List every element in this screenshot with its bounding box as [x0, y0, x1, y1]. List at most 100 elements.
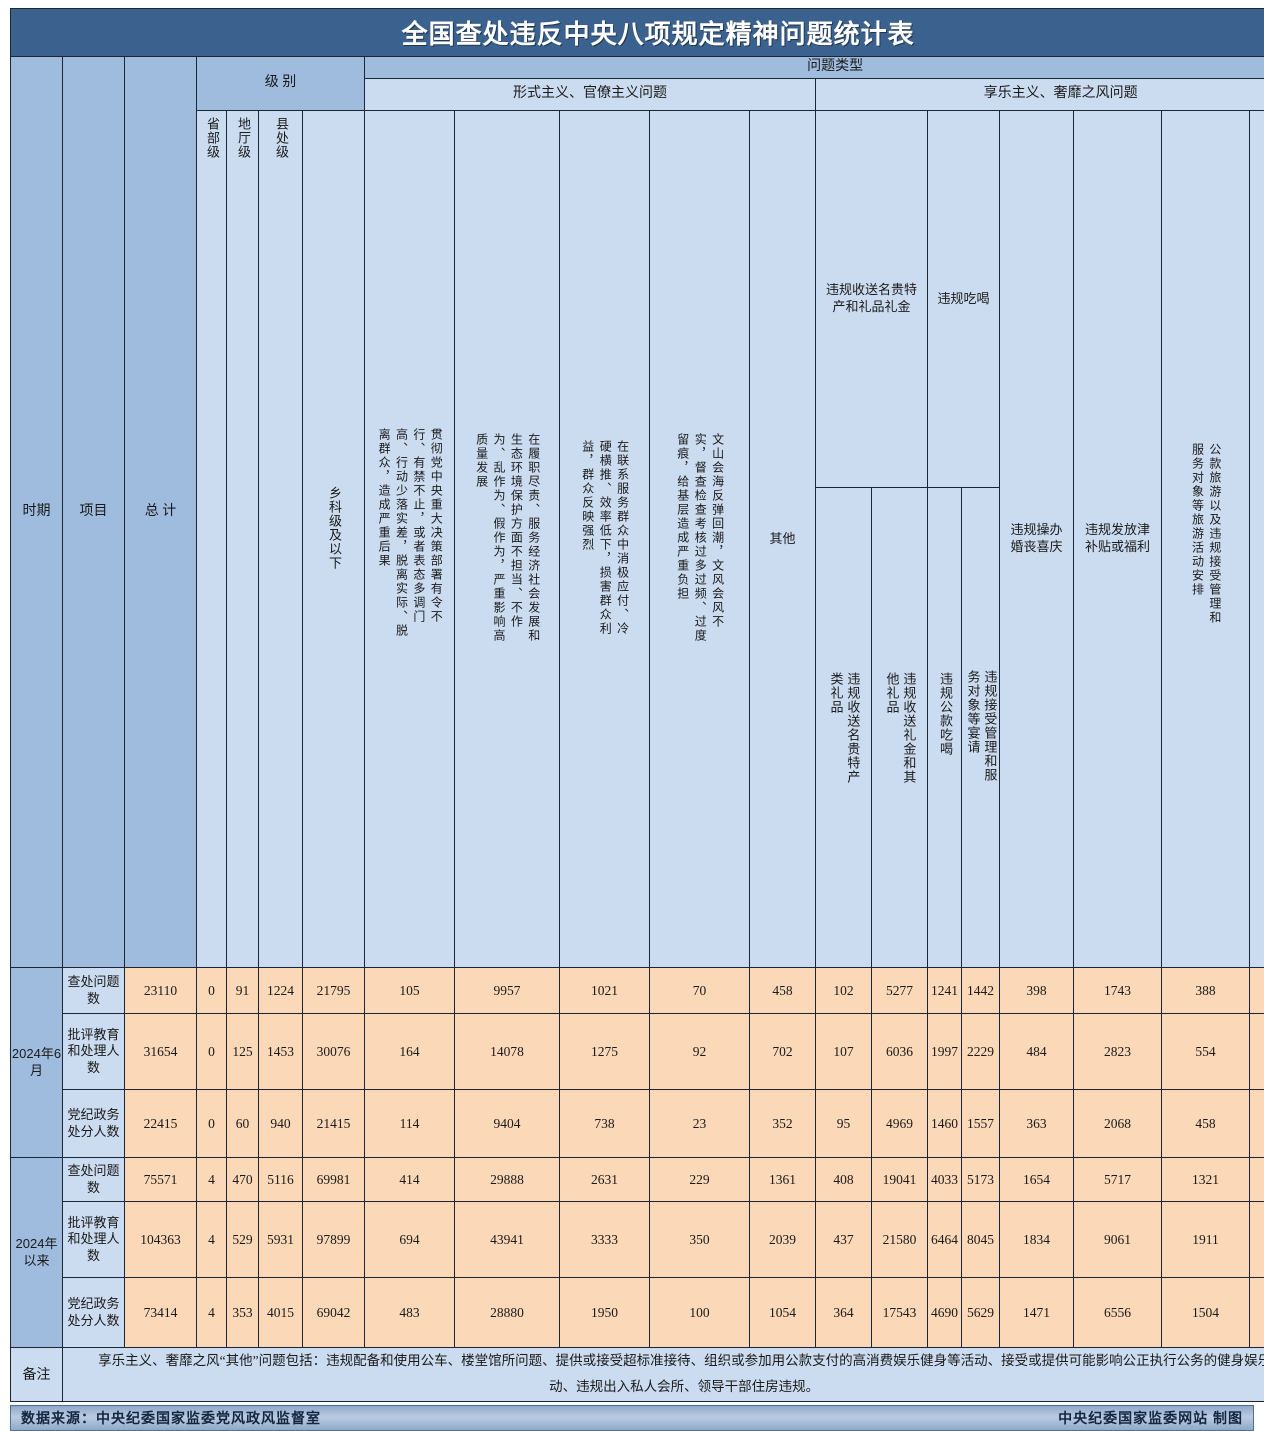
table-title-cell: 全国查处违反中央八项规定精神问题统计表 — [11, 9, 1264, 57]
cell-hedonism: 102 — [816, 968, 872, 1014]
cell-hedonism: 363 — [1000, 1090, 1074, 1158]
header-group-hedonism: 享乐主义、奢靡之风问题 — [816, 79, 1264, 111]
table-row: 党纪政务处分人数 22415 0 60 940 21415 114 9404 7… — [11, 1090, 1264, 1158]
cell-hedonism: 4674 — [1250, 1202, 1264, 1278]
cell-hedonism: 814 — [1250, 1090, 1264, 1158]
cell-hedonism: 388 — [1162, 968, 1250, 1014]
cell-hedonism: 437 — [816, 1202, 872, 1278]
row-label: 批评教育和处理人数 — [63, 1014, 125, 1090]
header-total: 总 计 — [125, 57, 197, 968]
row-label: 批评教育和处理人数 — [63, 1202, 125, 1278]
cell-formalism: 414 — [365, 1158, 455, 1202]
header-hedonism-eat-group: 违规吃喝 — [928, 111, 1000, 488]
cell-formalism: 1275 — [560, 1014, 650, 1090]
notes-row: 备注 享乐主义、奢靡之风“其他”问题包括：违规配备和使用公车、楼堂馆所问题、提供… — [11, 1348, 1264, 1402]
cell-level: 4 — [197, 1202, 227, 1278]
cell-formalism: 100 — [650, 1278, 750, 1348]
cell-hedonism: 484 — [1000, 1014, 1074, 1090]
header-hedonism-gift-group: 违规收送名贵特产和礼品礼金 — [816, 111, 928, 488]
cell-level: 353 — [227, 1278, 259, 1348]
header-row-1: 时期 项目 总 计 级 别 问题类型 — [11, 57, 1264, 79]
cell-level: 21795 — [303, 968, 365, 1014]
period-cell-1: 2024年6月 — [11, 968, 63, 1158]
header-formalism-col-2: 在履职尽责、服务经济社会发展和生态环境保护方面不担当、不作为、乱作为、假作为，严… — [455, 111, 560, 968]
cell-formalism: 14078 — [455, 1014, 560, 1090]
header-item: 项目 — [63, 57, 125, 968]
table-row: 党纪政务处分人数 73414 4 353 4015 69042 483 2888… — [11, 1278, 1264, 1348]
cell-formalism: 1054 — [750, 1278, 816, 1348]
header-level-prefectural: 地厅级 — [227, 111, 259, 968]
page-title: 全国查处违反中央八项规定精神问题统计表 — [11, 14, 1264, 51]
cell-hedonism: 4690 — [928, 1278, 962, 1348]
cell-hedonism: 398 — [1000, 968, 1074, 1014]
cell-hedonism: 19041 — [872, 1158, 928, 1202]
cell-total: 73414 — [125, 1278, 197, 1348]
header-hedonism-travel: 公款旅游以及违规接受管理和服务对象等旅游活动安排 — [1162, 111, 1250, 968]
cell-formalism: 2039 — [750, 1202, 816, 1278]
header-level-group: 级 别 — [197, 57, 365, 111]
cell-level: 470 — [227, 1158, 259, 1202]
cell-hedonism: 4033 — [928, 1158, 962, 1202]
cell-formalism: 28880 — [455, 1278, 560, 1348]
cell-hedonism: 107 — [816, 1014, 872, 1090]
cell-hedonism: 2068 — [1074, 1090, 1162, 1158]
header-problem-type: 问题类型 — [365, 57, 1264, 79]
cell-formalism: 352 — [750, 1090, 816, 1158]
cell-hedonism: 1321 — [1162, 1158, 1250, 1202]
cell-level: 0 — [197, 1090, 227, 1158]
cell-hedonism: 6036 — [872, 1014, 928, 1090]
cell-level: 125 — [227, 1014, 259, 1090]
cell-level: 0 — [197, 1014, 227, 1090]
row-label: 查处问题数 — [63, 968, 125, 1014]
cell-hedonism: 6464 — [928, 1202, 962, 1278]
notes-text: 享乐主义、奢靡之风“其他”问题包括：违规配备和使用公车、楼堂馆所问题、提供或接受… — [63, 1348, 1264, 1402]
cell-formalism: 3333 — [560, 1202, 650, 1278]
cell-total: 22415 — [125, 1090, 197, 1158]
table-row: 批评教育和处理人数 31654 0 125 1453 30076 164 140… — [11, 1014, 1264, 1090]
cell-level: 4015 — [259, 1278, 303, 1348]
cell-level: 4 — [197, 1158, 227, 1202]
cell-hedonism: 1743 — [1074, 968, 1162, 1014]
header-eat-sub-2: 违规接受管理和服务对象等宴请 — [962, 488, 1000, 968]
cell-hedonism: 458 — [1162, 1090, 1250, 1158]
cell-total: 104363 — [125, 1202, 197, 1278]
header-hedonism-wedding: 违规操办婚丧喜庆 — [1000, 111, 1074, 968]
header-formalism-other: 其他 — [750, 111, 816, 968]
cell-formalism: 458 — [750, 968, 816, 1014]
cell-hedonism: 5629 — [962, 1278, 1000, 1348]
table-row: 2024年以来 查处问题数 75571 4 470 5116 69981 414… — [11, 1158, 1264, 1202]
cell-hedonism: 21580 — [872, 1202, 928, 1278]
header-gift-sub-1: 违规收送名贵特产类礼品 — [816, 488, 872, 968]
cell-level: 4 — [197, 1278, 227, 1348]
cell-level: 69042 — [303, 1278, 365, 1348]
statistics-table: 全国查处违反中央八项规定精神问题统计表 时期 项目 总 计 级 别 问题类型 形… — [10, 8, 1264, 1402]
cell-hedonism: 1911 — [1162, 1202, 1250, 1278]
cell-hedonism: 6556 — [1074, 1278, 1162, 1348]
cell-level: 30076 — [303, 1014, 365, 1090]
row-label: 党纪政务处分人数 — [63, 1278, 125, 1348]
cell-total: 23110 — [125, 968, 197, 1014]
cell-level: 60 — [227, 1090, 259, 1158]
cell-hedonism: 1654 — [1000, 1158, 1074, 1202]
cell-total: 31654 — [125, 1014, 197, 1090]
cell-formalism: 164 — [365, 1014, 455, 1090]
cell-formalism: 1361 — [750, 1158, 816, 1202]
cell-hedonism: 5277 — [872, 968, 928, 1014]
cell-hedonism: 1997 — [928, 1014, 962, 1090]
cell-hedonism: 5173 — [962, 1158, 1000, 1202]
header-formalism-col-4: 文山会海反弹回潮，文风会风不实，督查检查考核过多过频、过度留痕，给基层造成严重负… — [650, 111, 750, 968]
header-formalism-col-3: 在联系服务群众中消极应付、冷硬横推、效率低下，损害群众利益，群众反映强烈 — [560, 111, 650, 968]
period-cell-2: 2024年以来 — [11, 1158, 63, 1348]
cell-hedonism: 4969 — [872, 1090, 928, 1158]
source-left: 数据来源：中央纪委国家监委党风政风监督室 — [21, 1408, 321, 1428]
cell-formalism: 29888 — [455, 1158, 560, 1202]
cell-formalism: 1950 — [560, 1278, 650, 1348]
row-label: 党纪政务处分人数 — [63, 1090, 125, 1158]
cell-hedonism: 554 — [1162, 1014, 1250, 1090]
cell-level: 69981 — [303, 1158, 365, 1202]
cell-formalism: 9404 — [455, 1090, 560, 1158]
cell-level: 1453 — [259, 1014, 303, 1090]
cell-formalism: 2631 — [560, 1158, 650, 1202]
source-bar: 数据来源：中央纪委国家监委党风政风监督室 中央纪委国家监委网站 制图 — [10, 1405, 1254, 1431]
header-level-county: 县处级 — [259, 111, 303, 968]
